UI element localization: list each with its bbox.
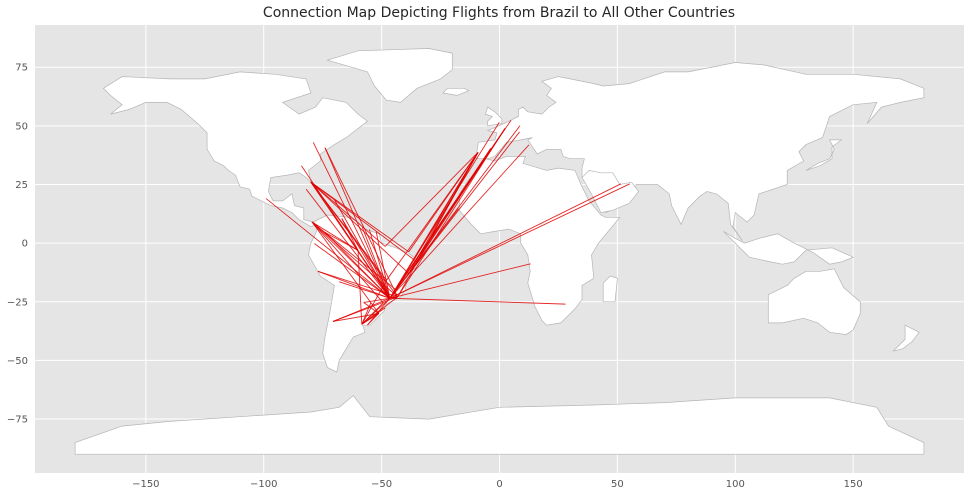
flight-route <box>341 218 359 251</box>
flight-route <box>332 296 398 322</box>
y-axis-ticks: 75 50 25 0 −25 −50 −75 <box>7 63 28 426</box>
y-tick-label: −75 <box>7 415 28 426</box>
flight-route <box>317 270 391 299</box>
x-tick-label: −150 <box>132 479 159 490</box>
chart-title: Connection Map Depicting Flights from Br… <box>263 5 735 21</box>
land-new-zealand <box>892 324 920 352</box>
x-tick-label: 150 <box>844 479 863 490</box>
flight-route <box>363 297 390 303</box>
land-iceland <box>442 87 470 96</box>
y-tick-label: −25 <box>7 297 28 308</box>
flight-route <box>314 243 391 299</box>
flight-route <box>375 231 391 299</box>
flight-route <box>324 231 359 251</box>
flight-route <box>416 128 506 263</box>
flight-route <box>310 181 409 253</box>
flight-route <box>311 221 397 291</box>
flight-route <box>389 183 622 299</box>
x-tick-label: 0 <box>496 479 502 490</box>
flight-route <box>265 198 391 299</box>
flight-route <box>341 218 391 299</box>
flight-route <box>384 152 479 247</box>
flight-route <box>389 208 459 299</box>
flight-route <box>395 152 479 291</box>
land-australia <box>767 268 861 335</box>
flight-route <box>397 128 506 298</box>
flight-route <box>311 221 398 298</box>
y-tick-label: 75 <box>15 63 28 74</box>
land-antarctica <box>74 395 925 455</box>
flight-route <box>310 181 386 247</box>
flight-route <box>339 281 390 299</box>
flight-route <box>408 152 479 253</box>
flight-route <box>361 302 384 325</box>
y-tick-label: 0 <box>22 239 28 250</box>
flight-route <box>389 297 566 305</box>
flight-route <box>363 302 380 314</box>
land-greenland <box>326 48 453 103</box>
flight-route <box>311 221 380 314</box>
flight-route <box>389 263 531 299</box>
y-tick-label: −50 <box>7 356 28 367</box>
land-europe-asia <box>475 62 925 242</box>
flight-route <box>389 183 631 299</box>
flight-routes <box>265 119 631 326</box>
flight-route <box>324 147 399 298</box>
x-axis-ticks: −150 −100 −50 0 50 100 150 <box>132 479 863 490</box>
flight-route <box>311 221 384 304</box>
x-tick-label: −50 <box>371 479 392 490</box>
land-layer <box>74 48 925 455</box>
land-indonesia <box>723 231 855 265</box>
y-tick-label: 25 <box>15 180 28 191</box>
flight-route <box>332 313 379 322</box>
flight-route <box>310 181 418 263</box>
land-uk <box>484 106 503 127</box>
flight-route <box>311 221 359 251</box>
flight-route <box>310 181 410 274</box>
land-japan <box>805 139 843 171</box>
land-madagascar <box>602 275 618 303</box>
flight-route <box>310 181 359 251</box>
flight-route <box>367 313 380 326</box>
flight-route <box>361 307 386 325</box>
land-arabia <box>581 170 640 213</box>
x-tick-label: −100 <box>250 479 277 490</box>
y-tick-label: 50 <box>15 121 28 132</box>
flight-route <box>416 152 479 263</box>
flight-route <box>361 279 387 325</box>
x-tick-label: 100 <box>726 479 745 490</box>
land-north-america <box>102 71 369 228</box>
flight-route <box>361 302 372 325</box>
x-tick-label: 50 <box>611 479 624 490</box>
